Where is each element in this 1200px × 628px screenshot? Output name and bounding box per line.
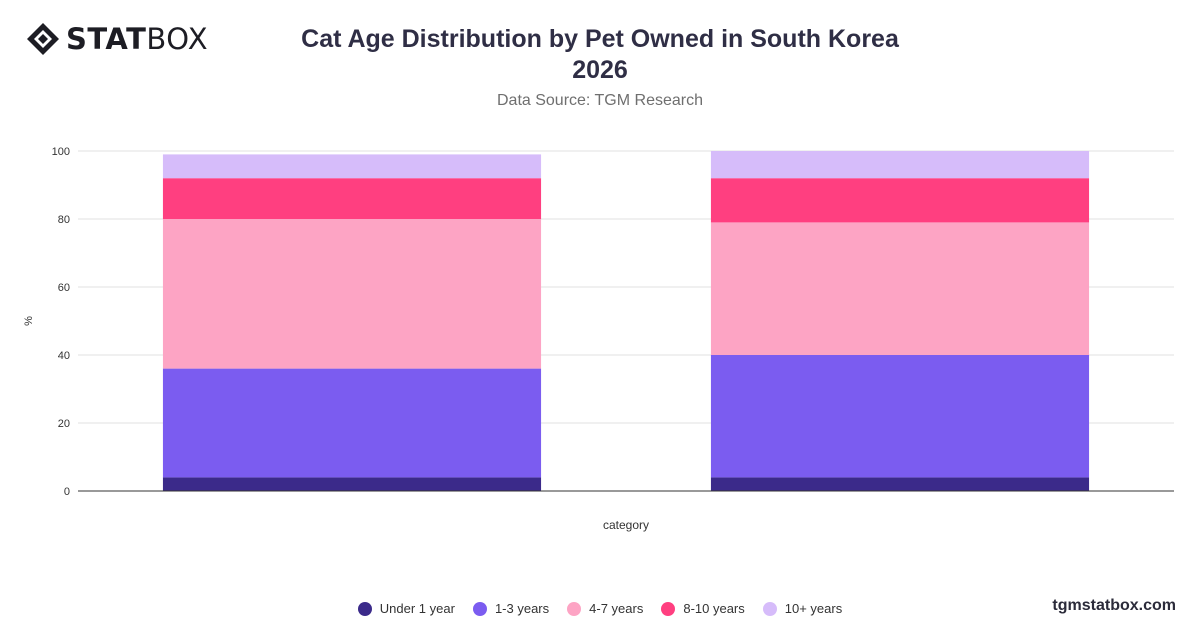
y-tick-label: 80	[58, 214, 70, 226]
y-tick-label: 100	[52, 146, 70, 158]
y-axis-label: %	[23, 316, 35, 326]
statbox-logo: STATBOX	[26, 22, 208, 56]
bar-segment	[710, 355, 1090, 478]
legend-swatch	[472, 601, 487, 616]
bar-segment	[162, 368, 542, 478]
chart-legend: Under 1 year 1-3 years 4-7 years 8-10 years…	[0, 601, 1200, 616]
legend-label: 8-10 years	[683, 601, 745, 616]
chart-title-line2: 2026	[572, 56, 628, 84]
legend-swatch	[567, 601, 582, 616]
bar-segment	[710, 178, 1090, 223]
y-tick-label: 40	[58, 350, 70, 362]
legend-item[interactable]: Under 1 year	[357, 601, 455, 616]
bar-segment	[710, 477, 1090, 491]
chart-subtitle: Data Source: TGM Research	[496, 92, 703, 109]
chart-title-line1: Cat Age Distribution by Pet Owned in Sou…	[301, 25, 899, 53]
y-tick-label: 60	[58, 282, 70, 294]
bar-segment	[162, 477, 542, 491]
legend-label: 4-7 years	[589, 601, 644, 616]
legend-label: Under 1 year	[379, 601, 455, 616]
brand-wordmark: STATBOX	[66, 21, 209, 56]
statbox-diamond-icon	[27, 23, 59, 55]
legend-item[interactable]: 8-10 years	[661, 601, 745, 616]
legend-swatch	[357, 601, 372, 616]
legend-swatch	[762, 601, 777, 616]
site-url[interactable]: tgmstatbox.com	[1052, 597, 1176, 614]
legend-item[interactable]: 10+ years	[762, 601, 843, 616]
x-axis-label: category	[603, 518, 649, 532]
bar-segment	[162, 178, 542, 219]
brand-light: BOX	[146, 21, 209, 56]
y-tick-label: 0	[64, 486, 70, 498]
legend-swatch	[661, 601, 676, 616]
legend-item[interactable]: 4-7 years	[567, 601, 643, 616]
brand-bold: STAT	[66, 21, 147, 56]
bar-segment	[162, 219, 542, 369]
legend-label: 1-3 years	[494, 601, 550, 616]
bar-segment	[162, 154, 542, 179]
legend-item[interactable]: 1-3 years	[472, 601, 550, 616]
legend-label: 10+ years	[784, 601, 843, 616]
bar-segment	[710, 222, 1090, 355]
bar-segment	[710, 151, 1090, 179]
chart-title: Cat Age Distribution by Pet Owned in Sou…	[0, 24, 1200, 86]
y-tick-label: 20	[58, 418, 70, 430]
